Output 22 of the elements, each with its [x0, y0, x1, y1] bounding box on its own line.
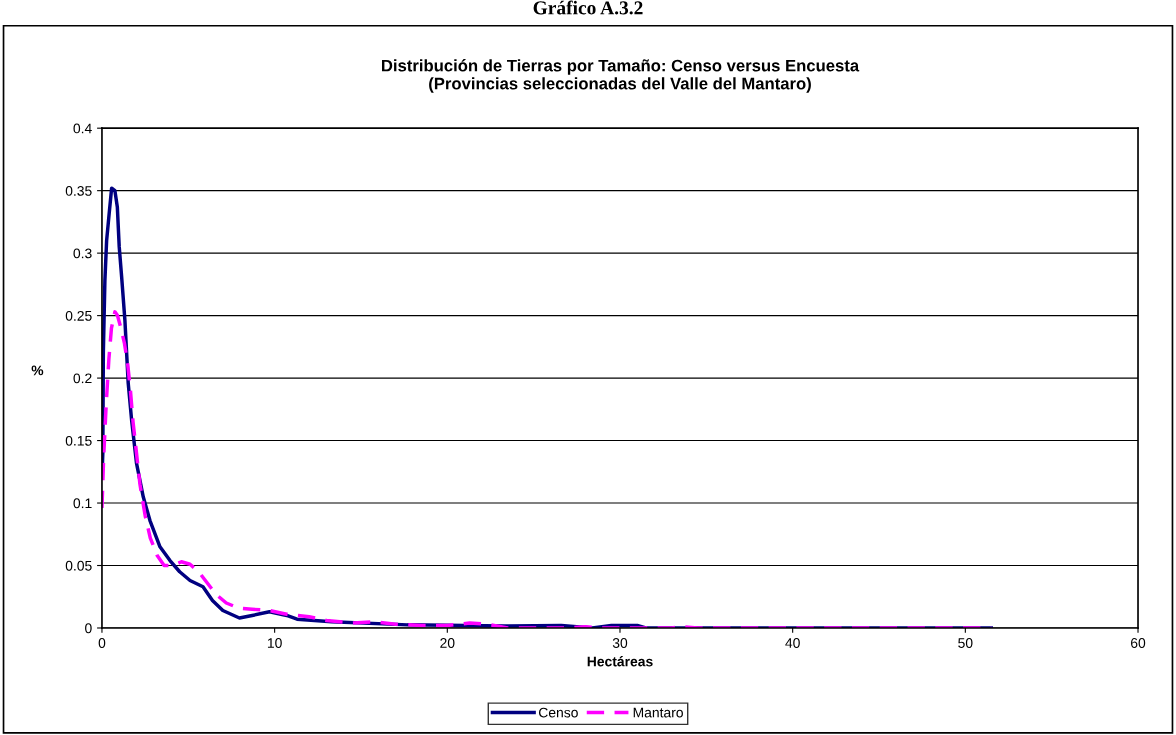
- y-tick-label: 0.1: [73, 498, 92, 509]
- y-tick-label: 0.2: [73, 373, 92, 384]
- legend-label: Censo: [538, 707, 578, 718]
- y-axis-title: %: [31, 365, 44, 376]
- x-tick-label: 0: [98, 638, 106, 648]
- x-tick-label: 60: [1131, 638, 1146, 648]
- x-tick-label: 20: [440, 638, 455, 648]
- x-tick-label: 10: [267, 638, 282, 648]
- y-tick-label: 0.4: [73, 123, 92, 134]
- text: Gráfico A.3.2: [533, 0, 643, 15]
- x-tick-label: 50: [958, 638, 973, 648]
- x-axis-title: Hectáreas: [587, 656, 653, 667]
- x-tick-label: 40: [785, 638, 800, 648]
- y-tick-label: 0.05: [65, 560, 92, 571]
- legend-label: Mantaro: [633, 707, 683, 718]
- y-tick-label: 0.15: [65, 435, 92, 446]
- y-tick-label: 0.35: [65, 185, 92, 196]
- y-tick-label: 0: [85, 623, 92, 634]
- chart-title: Distribución de Tierras por Tamaño: Censo versus Encuesta (Provincias seleccionadas del Valle del Mantaro): [382, 59, 860, 93]
- y-tick-label: 0.25: [65, 310, 92, 321]
- y-tick-label: 0.3: [73, 248, 92, 259]
- x-tick-label: 30: [612, 638, 628, 648]
